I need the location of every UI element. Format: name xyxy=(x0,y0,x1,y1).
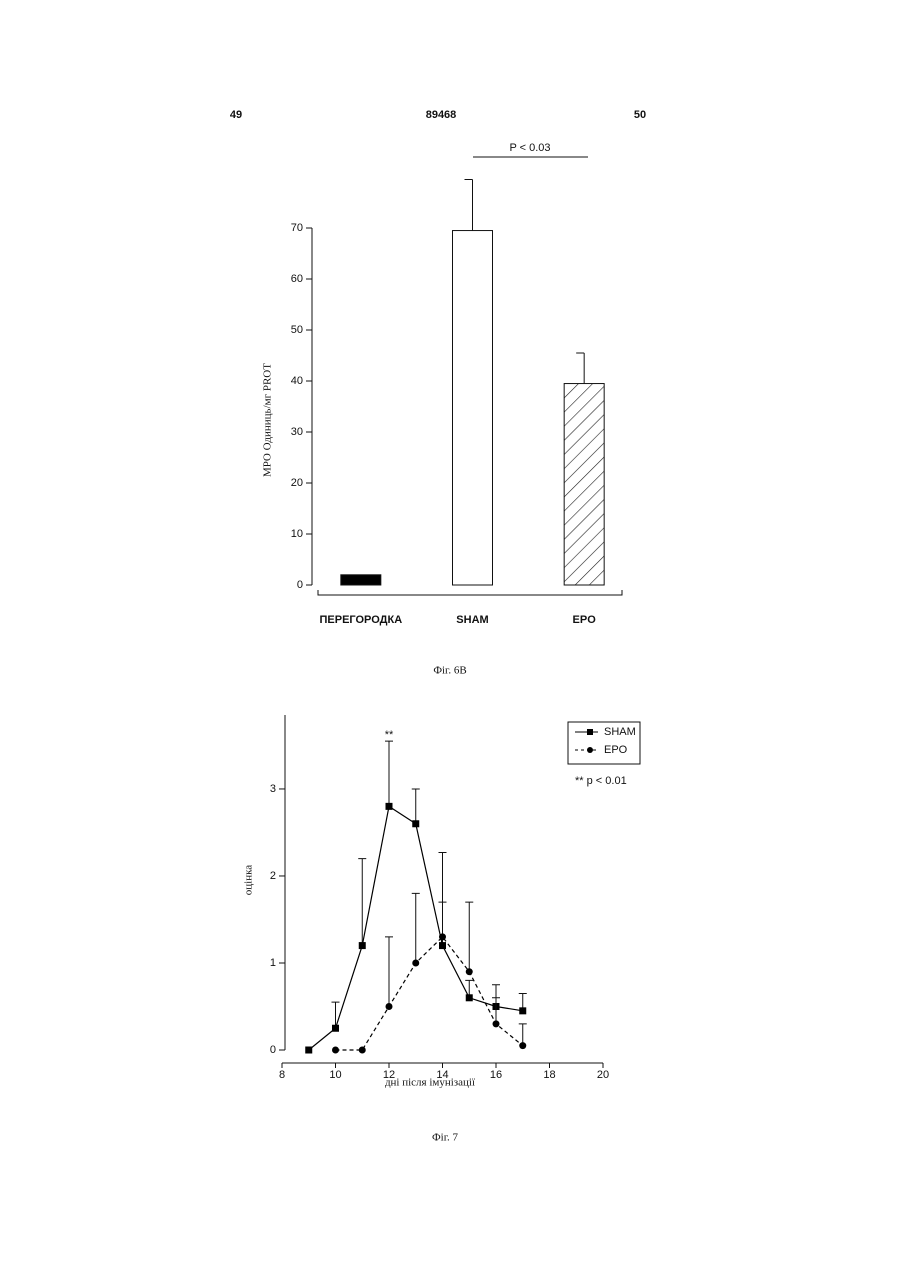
patent-number: 89468 xyxy=(426,109,457,121)
marker xyxy=(493,1020,500,1027)
marker xyxy=(332,1025,339,1032)
marker xyxy=(412,820,419,827)
x-axis xyxy=(318,590,622,595)
y-axis-label: оцінка xyxy=(243,865,255,896)
y-tick-label: 0 xyxy=(270,1044,276,1056)
bar xyxy=(453,231,493,585)
document: 49 89468 50 010203040506070MPO Одиниць/м… xyxy=(0,0,900,1273)
y-tick-label: 60 xyxy=(291,273,303,285)
marker xyxy=(412,959,419,966)
significance-note: ** p < 0.01 xyxy=(575,775,627,787)
y-axis-label: MPO Одиниць/мг PROT xyxy=(262,363,274,477)
y-tick-label: 20 xyxy=(291,477,303,489)
y-tick-label: 40 xyxy=(291,375,303,387)
legend-marker xyxy=(587,747,593,753)
error-bar xyxy=(385,741,393,806)
x-tick-label: ПЕРЕГОРОДКА xyxy=(319,614,402,626)
bar xyxy=(341,575,381,585)
significance-mark: ** xyxy=(385,729,394,741)
marker xyxy=(466,968,473,975)
legend-label: SHAM xyxy=(604,726,636,738)
y-tick-label: 1 xyxy=(270,957,276,969)
y-tick-label: 3 xyxy=(270,783,276,795)
marker xyxy=(305,1047,312,1054)
y-tick-label: 50 xyxy=(291,324,303,336)
marker xyxy=(519,1042,526,1049)
error-bar xyxy=(439,852,447,936)
error-bar xyxy=(385,937,393,1007)
marker xyxy=(519,1007,526,1014)
marker xyxy=(466,994,473,1001)
marker xyxy=(386,803,393,810)
marker xyxy=(439,942,446,949)
bar xyxy=(564,384,604,585)
error-bar xyxy=(412,893,420,963)
x-tick-label: 10 xyxy=(329,1069,341,1081)
legend-label: EPO xyxy=(604,744,628,756)
series-line xyxy=(336,937,523,1050)
page-number: 50 xyxy=(634,109,646,121)
x-tick-label: SHAM xyxy=(456,614,488,626)
x-tick-label: EPO xyxy=(573,614,597,626)
marker xyxy=(386,1003,393,1010)
error-bar xyxy=(465,902,473,972)
legend-marker xyxy=(587,729,593,735)
error-bar xyxy=(576,353,584,384)
x-tick-label: 8 xyxy=(279,1069,285,1081)
y-tick-label: 0 xyxy=(297,579,303,591)
x-axis-label: дні після імунізації xyxy=(385,1077,476,1089)
error-bar xyxy=(412,789,420,824)
x-tick-label: 16 xyxy=(490,1069,502,1081)
y-tick-label: 70 xyxy=(291,222,303,234)
error-bar xyxy=(332,1002,340,1028)
marker xyxy=(359,942,366,949)
significance-label: P < 0.03 xyxy=(509,142,550,154)
marker xyxy=(439,933,446,940)
y-tick-label: 10 xyxy=(291,528,303,540)
error-bar xyxy=(465,180,473,231)
figure-caption: Фіг. 7 xyxy=(432,1132,459,1144)
marker xyxy=(359,1047,366,1054)
page-number: 49 xyxy=(230,109,242,121)
x-tick-label: 18 xyxy=(543,1069,555,1081)
x-tick-label: 20 xyxy=(597,1069,609,1081)
marker xyxy=(332,1047,339,1054)
figure-caption: Фіг. 6В xyxy=(433,665,466,677)
page: 49 89468 50 010203040506070MPO Одиниць/м… xyxy=(0,0,900,1273)
y-tick-label: 2 xyxy=(270,870,276,882)
y-tick-label: 30 xyxy=(291,426,303,438)
